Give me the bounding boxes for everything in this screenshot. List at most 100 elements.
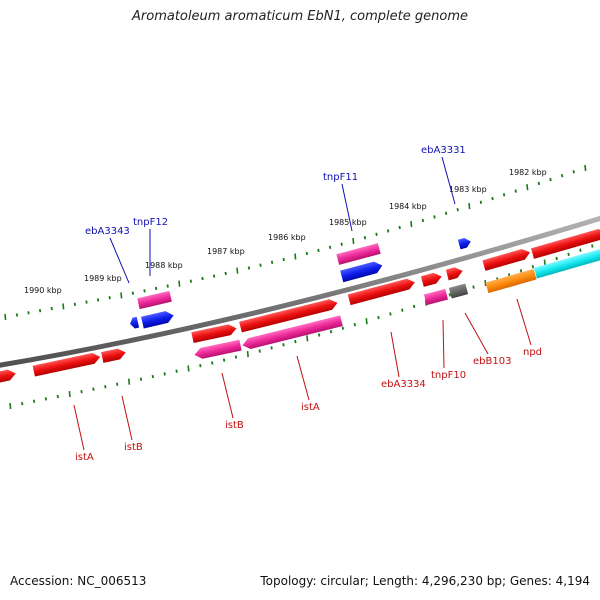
ruler-tick <box>468 202 471 210</box>
ruler-tick <box>317 248 320 253</box>
gene-leader-line <box>221 372 234 419</box>
ruler-tick <box>526 184 529 191</box>
ruler-tick <box>201 276 204 281</box>
ruler-label: 1984 kbp <box>389 202 427 211</box>
accession-text: Accession: NC_006513 <box>10 574 147 588</box>
ruler-tick <box>448 293 451 297</box>
ruler-tick <box>270 346 273 350</box>
gene-leader-line <box>296 355 310 401</box>
gene-label: istB <box>225 420 244 431</box>
gene-leader-line <box>516 298 532 346</box>
ruler-tick <box>377 315 380 320</box>
gene-label: ebA3334 <box>381 379 426 390</box>
gene-arrow[interactable] <box>101 347 127 363</box>
ruler-tick <box>38 309 42 313</box>
gene-arrow[interactable] <box>241 315 343 350</box>
gene-arrow[interactable] <box>482 247 531 271</box>
ruler-tick <box>398 225 401 230</box>
ruler-tick <box>73 302 77 306</box>
ruler-tick <box>340 242 343 246</box>
gene-arrow[interactable] <box>336 243 381 265</box>
ruler-tick <box>375 232 378 236</box>
gene-arrow[interactable] <box>485 268 537 294</box>
gene-arrow[interactable] <box>448 283 469 299</box>
ruler-tick <box>491 196 494 201</box>
gene-arrow[interactable] <box>193 339 242 361</box>
ruler-tick <box>560 174 564 178</box>
gene-arrow[interactable] <box>32 352 102 377</box>
gene-arrow[interactable] <box>340 260 384 283</box>
gene-arrow[interactable] <box>533 247 600 279</box>
ruler-tick <box>433 215 436 219</box>
ruler-tick <box>50 306 53 311</box>
ruler-tick <box>27 311 30 315</box>
gene-arrow[interactable] <box>423 288 449 306</box>
ruler-tick <box>584 164 587 172</box>
ruler-tick <box>131 291 135 295</box>
gene-label: tnpF10 <box>431 370 466 381</box>
gene-arrow[interactable] <box>141 310 175 329</box>
gene-arrow[interactable] <box>457 237 472 250</box>
gene-leader-line <box>464 312 489 355</box>
ruler-tick <box>175 369 178 373</box>
ruler-ticks-top <box>4 164 587 321</box>
ruler-tick <box>519 269 523 273</box>
ruler-tick <box>329 329 333 334</box>
ruler-tick <box>222 358 226 362</box>
ruler-tick <box>259 263 262 267</box>
ruler-tick <box>62 303 65 310</box>
gene-arrow[interactable] <box>347 277 417 306</box>
ruler-tick <box>543 259 546 266</box>
ruler-tick <box>444 211 448 216</box>
ruler-label: 1983 kbp <box>449 185 487 194</box>
gene-label: istA <box>75 452 94 463</box>
gene-arrow[interactable] <box>129 316 140 330</box>
ruler-tick <box>163 372 166 376</box>
ruler-tick <box>127 378 131 385</box>
ruler-label: 1982 kbp <box>509 168 547 177</box>
ruler-label: 1989 kbp <box>84 274 122 283</box>
gene-arrow[interactable] <box>420 271 443 287</box>
ruler-tick <box>401 308 404 312</box>
gene-arrow[interactable] <box>191 323 237 344</box>
ruler-tick <box>199 364 202 368</box>
ruler-tick <box>85 300 88 304</box>
ruler-label: 1987 kbp <box>207 247 245 256</box>
ruler-tick <box>258 349 261 353</box>
ruler-tick <box>120 292 123 299</box>
ruler-tick <box>189 279 193 283</box>
ruler-tick <box>166 284 169 288</box>
ruler-tick <box>549 177 552 182</box>
gene-label: ebA3343 <box>85 226 130 237</box>
ruler-tick <box>236 267 239 274</box>
gene-arrow[interactable] <box>239 298 339 333</box>
ruler-tick <box>294 253 297 260</box>
ruler-tick <box>352 237 355 244</box>
ruler-label: 1985 kbp <box>329 218 367 227</box>
gene-arrow[interactable] <box>530 227 600 259</box>
ruler-tick <box>389 312 392 316</box>
ruler-tick <box>294 339 297 344</box>
ruler-tick <box>579 248 582 252</box>
gene-arrow[interactable] <box>445 266 464 281</box>
ruler-tick <box>178 280 181 287</box>
ruler-tick <box>187 365 190 372</box>
genome-summary-text: Topology: circular; Length: 4,296,230 bp… <box>260 574 590 588</box>
gene-leader-line <box>341 183 353 232</box>
ruler-tick <box>104 385 107 389</box>
gene-leader-line <box>442 319 445 369</box>
ruler-tick <box>421 218 425 223</box>
page-title: Aromatoleum aromaticum EbN1, complete ge… <box>132 9 468 24</box>
ruler-tick <box>212 274 216 278</box>
gene-leader-line <box>109 237 130 284</box>
gene-arrow[interactable] <box>0 368 17 384</box>
ruler-tick <box>282 343 285 347</box>
ruler-tick <box>154 286 158 291</box>
gene-arrow[interactable] <box>137 290 172 310</box>
ruler-tick <box>456 208 459 212</box>
ruler-tick <box>211 361 214 365</box>
gene-features <box>0 227 600 384</box>
ruler-tick <box>44 397 48 401</box>
gene-label: tnpF12 <box>133 217 168 228</box>
